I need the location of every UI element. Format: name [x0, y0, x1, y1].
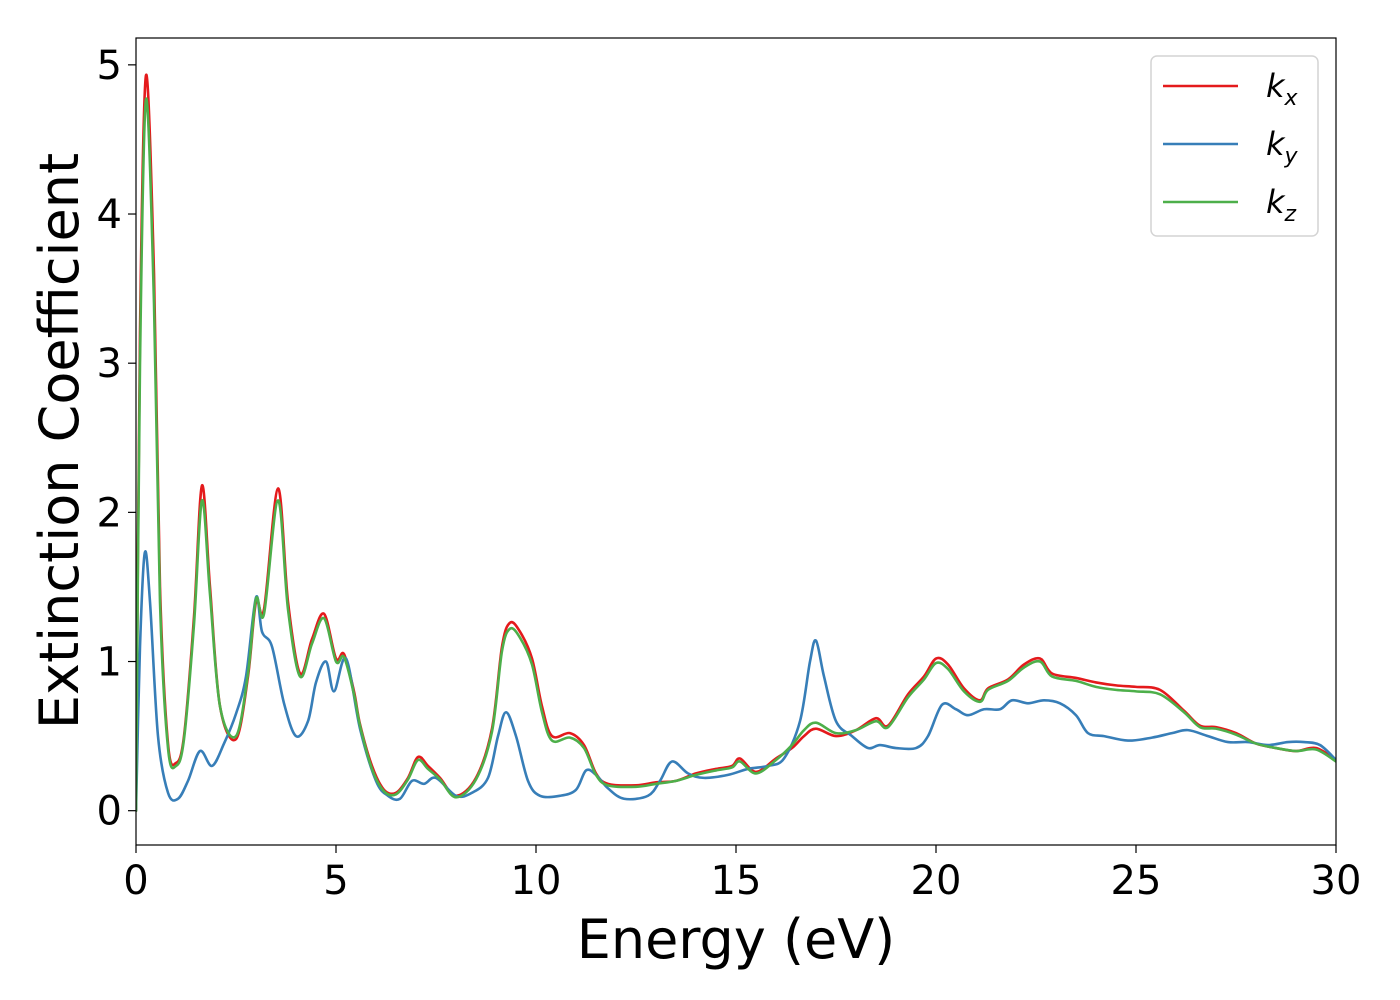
y-tick-label: 1	[97, 640, 122, 686]
x-tick-label: 30	[1311, 858, 1362, 904]
y-tick-label: 5	[97, 43, 122, 89]
y-tick-label: 0	[97, 789, 122, 835]
x-axis-ticks: 0 5 10 15 20 25 30	[123, 845, 1361, 904]
x-tick-label: 5	[323, 858, 348, 904]
y-axis-ticks: 0 1 2 3 4 5	[97, 43, 136, 835]
x-tick-label: 15	[711, 858, 762, 904]
x-tick-label: 10	[511, 858, 562, 904]
y-tick-label: 3	[97, 341, 122, 387]
series-line-kz	[136, 97, 1336, 812]
series-layer	[136, 73, 1336, 812]
x-tick-label: 20	[911, 858, 962, 904]
y-tick-label: 2	[97, 490, 122, 536]
y-axis-title: Extinction Coefficient	[28, 153, 91, 729]
y-tick-label: 4	[97, 192, 122, 238]
x-tick-label: 0	[123, 858, 148, 904]
x-tick-label: 25	[1111, 858, 1162, 904]
legend-box	[1150, 55, 1319, 237]
x-axis-title: Energy (eV)	[577, 908, 896, 971]
